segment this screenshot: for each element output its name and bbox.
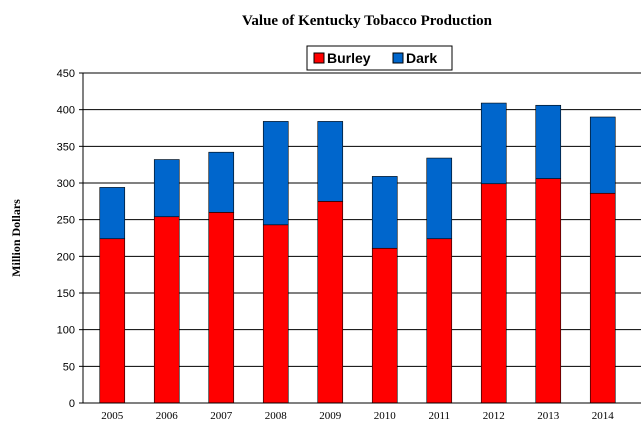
bar-dark-2014 [589, 116, 616, 194]
bar-dark-2007 [208, 151, 235, 213]
y-tick-label: 50 [63, 361, 75, 373]
y-tick-label: 150 [57, 288, 75, 300]
x-tick-label: 2006 [156, 410, 179, 422]
y-tick-label: 450 [57, 68, 75, 80]
y-tick-label: 300 [57, 178, 75, 190]
legend-label-dark: Dark [406, 50, 437, 66]
x-tick-label: 2010 [374, 410, 397, 422]
x-tick-label: 2008 [265, 410, 288, 422]
x-tick-label: 2005 [101, 410, 124, 422]
y-tick-label: 250 [57, 215, 75, 227]
x-tick-label: 2011 [428, 410, 450, 422]
axes [82, 73, 641, 404]
legend: Burley Dark [306, 45, 453, 71]
bar-burley-2007 [208, 212, 235, 404]
legend-swatch-dark [392, 52, 404, 64]
legend-swatch-burley [313, 52, 325, 64]
y-axis-label: Million Dollars [9, 199, 23, 277]
bar-dark-2010 [371, 176, 398, 249]
bar-burley-2009 [317, 201, 344, 404]
bar-dark-2008 [262, 121, 289, 226]
bar-dark-2011 [426, 157, 453, 240]
legend-label-burley: Burley [327, 50, 371, 66]
x-tick-label: 2014 [592, 410, 615, 422]
y-tick-labels: 0 50 100 150 200 250 300 350 400 450 [57, 68, 75, 410]
bar-burley-2013 [535, 178, 562, 404]
bar-dark-2012 [480, 102, 507, 185]
bar-burley-2014 [589, 192, 616, 404]
x-tick-label: 2009 [319, 410, 342, 422]
bar-dark-2009 [317, 121, 344, 202]
chart-title: Value of Kentucky Tobacco Production [242, 13, 493, 29]
bar-burley-2008 [262, 224, 289, 404]
legend-box [306, 45, 453, 71]
x-tick-label: 2013 [537, 410, 560, 422]
bar-dark-2006 [153, 159, 180, 218]
x-tick-label: 2012 [483, 410, 505, 422]
y-tick-label: 400 [57, 105, 75, 117]
bars [99, 102, 616, 404]
bar-dark-2013 [535, 104, 562, 179]
y-tick-label: 200 [57, 251, 75, 263]
x-tick-label: 2007 [210, 410, 233, 422]
x-tick-labels: 2005 2006 2007 2008 2009 2010 2011 2012 2013 2014 [101, 410, 614, 422]
bar-burley-2006 [153, 216, 180, 404]
y-tick-label: 350 [57, 141, 75, 153]
bar-burley-2005 [99, 238, 126, 404]
bar-burley-2012 [480, 183, 507, 404]
bar-burley-2010 [371, 247, 398, 404]
y-tick-label: 100 [57, 325, 75, 337]
bar-dark-2005 [99, 187, 126, 240]
bar-burley-2011 [426, 238, 453, 404]
y-tick-label: 0 [69, 398, 75, 410]
